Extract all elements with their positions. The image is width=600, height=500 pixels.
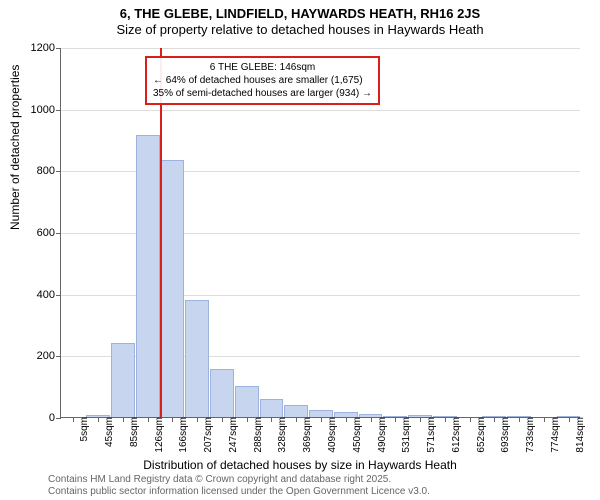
- x-tick-label: 490sqm: [375, 417, 388, 453]
- y-tick-label: 200: [21, 350, 61, 362]
- histogram-bar: [161, 160, 185, 417]
- x-tick-mark: [395, 417, 396, 422]
- x-tick-mark: [470, 417, 471, 422]
- x-tick-mark: [98, 417, 99, 422]
- attribution-line-1: Contains HM Land Registry data © Crown c…: [48, 474, 430, 486]
- x-tick-mark: [197, 417, 198, 422]
- x-tick-label: 571sqm: [424, 417, 437, 453]
- y-tick-label: 800: [21, 165, 61, 177]
- title-line-2: Size of property relative to detached ho…: [0, 22, 600, 38]
- y-tick-label: 600: [21, 227, 61, 239]
- x-tick-mark: [296, 417, 297, 422]
- gridline: [61, 48, 580, 49]
- x-tick-mark: [321, 417, 322, 422]
- annotation-line-1: 6 THE GLEBE: 146sqm: [153, 61, 372, 74]
- chart-plot-area: 0200400600800100012005sqm45sqm85sqm126sq…: [60, 48, 580, 418]
- x-tick-mark: [73, 417, 74, 422]
- y-axis-label: Number of detached properties: [8, 65, 22, 230]
- x-tick-mark: [346, 417, 347, 422]
- y-tick-label: 400: [21, 289, 61, 301]
- x-tick-label: 450sqm: [350, 417, 363, 453]
- x-tick-label: 774sqm: [548, 417, 561, 453]
- y-tick-label: 1000: [21, 104, 61, 116]
- x-tick-label: 288sqm: [251, 417, 264, 453]
- x-tick-mark: [148, 417, 149, 422]
- x-tick-label: 531sqm: [399, 417, 412, 453]
- chart-title-block: 6, THE GLEBE, LINDFIELD, HAYWARDS HEATH,…: [0, 0, 600, 39]
- gridline: [61, 110, 580, 111]
- annotation-line-3: 35% of semi-detached houses are larger (…: [153, 87, 372, 100]
- attribution-text: Contains HM Land Registry data © Crown c…: [48, 474, 430, 498]
- x-tick-label: 369sqm: [300, 417, 313, 453]
- histogram-bar: [136, 135, 160, 417]
- x-tick-mark: [123, 417, 124, 422]
- x-tick-mark: [494, 417, 495, 422]
- x-tick-label: 733sqm: [523, 417, 536, 453]
- title-line-1: 6, THE GLEBE, LINDFIELD, HAYWARDS HEATH,…: [0, 6, 600, 22]
- x-tick-label: 693sqm: [498, 417, 511, 453]
- x-tick-label: 247sqm: [226, 417, 239, 453]
- x-tick-label: 612sqm: [449, 417, 462, 453]
- histogram-bar: [235, 386, 259, 417]
- histogram-bar: [260, 399, 284, 418]
- x-tick-mark: [445, 417, 446, 422]
- x-axis-label: Distribution of detached houses by size …: [0, 458, 600, 472]
- histogram-bar: [309, 410, 333, 417]
- x-tick-label: 328sqm: [275, 417, 288, 453]
- annotation-line-2: ← 64% of detached houses are smaller (1,…: [153, 74, 372, 87]
- x-tick-label: 652sqm: [474, 417, 487, 453]
- x-tick-mark: [271, 417, 272, 422]
- x-tick-mark: [172, 417, 173, 422]
- x-tick-label: 85sqm: [127, 417, 140, 447]
- x-tick-label: 166sqm: [176, 417, 189, 453]
- y-tick-label: 1200: [21, 42, 61, 54]
- x-tick-label: 814sqm: [573, 417, 586, 453]
- x-tick-mark: [420, 417, 421, 422]
- x-tick-label: 45sqm: [102, 417, 115, 447]
- x-tick-mark: [247, 417, 248, 422]
- property-annotation-box: 6 THE GLEBE: 146sqm ← 64% of detached ho…: [145, 56, 380, 105]
- x-tick-mark: [519, 417, 520, 422]
- x-tick-mark: [222, 417, 223, 422]
- x-tick-label: 207sqm: [201, 417, 214, 453]
- x-tick-label: 126sqm: [152, 417, 165, 453]
- histogram-bar: [210, 369, 234, 417]
- x-tick-mark: [371, 417, 372, 422]
- x-tick-mark: [569, 417, 570, 422]
- x-tick-mark: [544, 417, 545, 422]
- y-tick-label: 0: [21, 412, 61, 424]
- x-tick-label: 409sqm: [325, 417, 338, 453]
- x-tick-label: 5sqm: [77, 417, 90, 441]
- histogram-bar: [111, 343, 135, 417]
- attribution-line-2: Contains public sector information licen…: [48, 486, 430, 498]
- histogram-bar: [185, 300, 209, 417]
- histogram-bar: [284, 405, 308, 417]
